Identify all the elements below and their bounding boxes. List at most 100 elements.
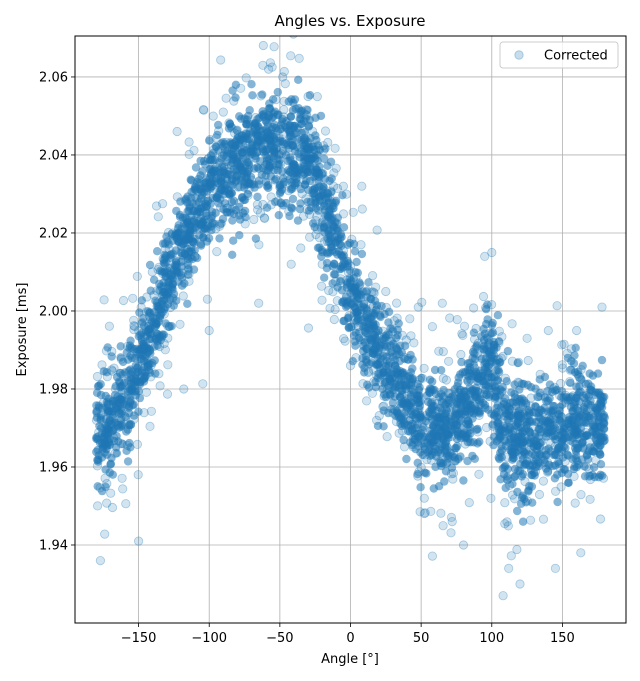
data-point — [298, 106, 307, 115]
data-point — [508, 398, 518, 408]
data-point — [596, 441, 605, 450]
data-point — [552, 301, 562, 311]
data-point — [473, 338, 483, 348]
data-point — [181, 234, 190, 243]
data-point — [379, 332, 389, 342]
data-point — [347, 322, 356, 331]
data-point — [243, 190, 253, 200]
data-point — [454, 373, 463, 382]
data-point — [196, 240, 206, 249]
data-point — [122, 440, 133, 450]
data-point — [92, 461, 103, 471]
data-point — [279, 66, 289, 77]
data-point — [417, 297, 427, 307]
data-point — [367, 270, 378, 281]
data-point — [142, 348, 152, 359]
data-point — [244, 165, 254, 174]
data-point — [563, 469, 573, 479]
data-point — [102, 372, 112, 382]
data-point — [217, 219, 226, 228]
data-point — [285, 211, 294, 221]
data-point — [140, 332, 150, 342]
data-point — [299, 109, 309, 119]
data-point — [463, 399, 473, 409]
data-point — [595, 448, 604, 457]
data-point — [285, 175, 294, 184]
data-point — [325, 192, 335, 202]
data-point — [526, 393, 536, 403]
data-point — [162, 251, 171, 261]
data-point — [436, 458, 446, 468]
data-point — [251, 148, 261, 158]
data-point — [163, 321, 173, 331]
data-point — [254, 240, 264, 250]
data-point — [102, 478, 112, 489]
data-point — [297, 136, 306, 145]
data-point — [439, 392, 448, 401]
data-point — [345, 278, 355, 287]
data-point — [401, 335, 411, 345]
data-point — [279, 201, 288, 210]
data-point — [371, 333, 380, 342]
data-point — [320, 236, 330, 246]
data-point — [329, 181, 339, 191]
data-point — [358, 379, 368, 389]
data-point — [238, 148, 247, 157]
data-point — [222, 203, 232, 213]
data-point — [542, 431, 553, 441]
data-point — [420, 508, 430, 518]
data-point — [146, 372, 156, 382]
data-point — [321, 195, 331, 205]
data-point — [469, 334, 480, 344]
data-point — [250, 122, 260, 132]
data-point — [391, 406, 401, 416]
data-point-outlier — [498, 591, 508, 601]
data-point — [158, 254, 168, 264]
data-point — [421, 438, 431, 448]
data-point — [340, 336, 350, 346]
data-point — [413, 429, 422, 438]
data-point — [328, 201, 338, 210]
data-point — [98, 445, 107, 454]
data-point — [294, 164, 304, 175]
data-point — [514, 419, 523, 428]
data-point — [164, 321, 175, 331]
data-point — [235, 202, 244, 212]
data-point — [126, 443, 135, 452]
data-point — [345, 238, 354, 248]
data-point — [160, 244, 170, 254]
data-point — [502, 377, 511, 386]
data-point — [352, 257, 361, 267]
data-point — [481, 303, 491, 313]
data-point — [573, 403, 583, 414]
data-point — [364, 348, 374, 358]
data-point — [586, 396, 595, 406]
data-point — [372, 326, 383, 336]
data-point — [496, 353, 506, 363]
data-point — [531, 432, 540, 441]
data-point — [264, 111, 274, 120]
data-point — [92, 371, 103, 382]
data-point — [255, 208, 266, 218]
data-point — [514, 378, 524, 388]
data-point — [595, 423, 605, 432]
data-point — [395, 380, 405, 390]
data-point — [447, 393, 456, 402]
data-point — [558, 427, 567, 436]
data-point — [537, 423, 547, 434]
data-point — [146, 286, 155, 295]
data-point — [438, 346, 448, 357]
data-point — [513, 377, 523, 387]
data-point — [158, 199, 168, 209]
data-point — [253, 205, 263, 215]
data-point — [155, 381, 165, 391]
data-point — [413, 458, 422, 467]
data-point — [438, 373, 448, 383]
data-point — [507, 490, 518, 500]
data-point — [108, 432, 119, 443]
data-point — [199, 233, 208, 242]
data-point — [367, 335, 377, 345]
data-point — [545, 438, 556, 448]
data-point — [499, 435, 509, 445]
data-point — [474, 410, 484, 420]
